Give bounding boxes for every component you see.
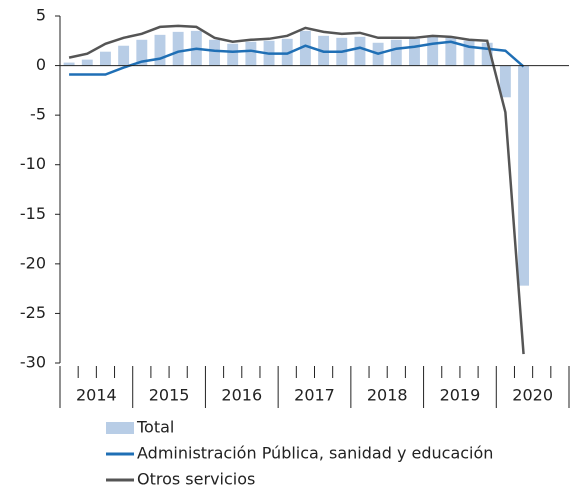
- y-tick-label: -25: [20, 303, 46, 322]
- y-tick-label: 5: [36, 6, 46, 25]
- bar: [445, 37, 457, 66]
- y-tick-label: -10: [20, 154, 46, 173]
- y-tick-label: -30: [20, 353, 46, 372]
- bar: [299, 30, 311, 66]
- bar: [99, 51, 111, 66]
- bar: [518, 65, 530, 286]
- bar: [409, 38, 420, 66]
- y-tick-label: -15: [20, 204, 46, 223]
- bar: [227, 43, 239, 66]
- y-tick-label: -5: [30, 105, 46, 124]
- bar: [390, 39, 402, 66]
- x-group-label: 2019: [440, 386, 481, 405]
- bar: [427, 36, 439, 66]
- legend-label: Otros servicios: [137, 470, 255, 489]
- bar: [499, 65, 511, 98]
- line: [69, 40, 525, 76]
- bar: [172, 31, 184, 66]
- x-group-label: 2018: [367, 386, 408, 405]
- y-tick-label: 0: [36, 55, 46, 74]
- bar: [245, 41, 257, 66]
- bar: [209, 39, 220, 66]
- legend-label: Administración Pública, sanidad y educac…: [137, 444, 493, 463]
- bar: [81, 59, 93, 66]
- bar: [63, 62, 75, 66]
- bar: [463, 40, 475, 66]
- bar: [481, 42, 493, 66]
- bar: [136, 39, 148, 66]
- x-group-label: 2017: [294, 386, 335, 405]
- line: [68, 24, 525, 355]
- bar: [354, 36, 366, 66]
- bar: [118, 45, 130, 66]
- legend-swatch: [106, 422, 134, 434]
- legend-label: Total: [136, 418, 174, 437]
- x-group-label: 2016: [221, 386, 262, 405]
- bar: [281, 38, 293, 66]
- y-tick-label: -20: [20, 253, 46, 272]
- x-group-label: 2020: [512, 386, 553, 405]
- bar: [154, 34, 166, 66]
- x-group-label: 2015: [149, 386, 190, 405]
- x-group-label: 2014: [76, 386, 117, 405]
